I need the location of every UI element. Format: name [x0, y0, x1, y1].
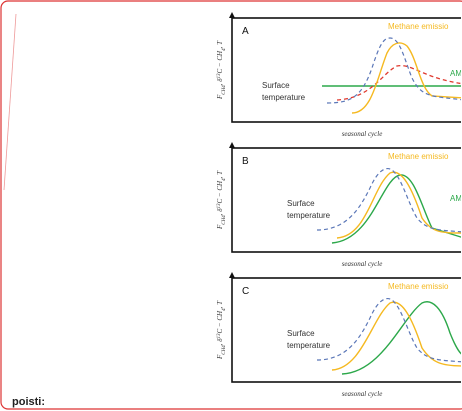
y-axis-label-part: C − CH: [216, 180, 224, 204]
green-label: AM: [450, 69, 462, 78]
methane-curve: [331, 301, 461, 371]
y-arrow: [229, 272, 235, 278]
y-axis-label-part: CH4: [222, 215, 227, 225]
y-axis-label-part: C − CH: [216, 310, 224, 334]
y-arrow: [229, 12, 235, 18]
green-label: AM: [450, 194, 462, 203]
panel-box: [231, 17, 461, 123]
y-axis-label: FCH4, δ13C − CH4, T: [216, 300, 227, 360]
red-curve: [336, 64, 461, 101]
panel-letter: B: [242, 156, 249, 167]
y-axis-label-part: 4: [222, 48, 227, 51]
methane-curve: [336, 171, 461, 239]
y-axis-label-part: 4: [222, 178, 227, 181]
temperature-curve: [316, 297, 461, 363]
footer: poisti:: [12, 396, 45, 408]
panel-letter: A: [242, 26, 249, 37]
surface-label: temperature: [262, 93, 306, 102]
y-axis-label-part: CH4: [222, 85, 227, 95]
temperature-curve: [326, 37, 461, 104]
panel-box: [231, 277, 461, 383]
y-axis-label-part: , δ: [216, 78, 224, 86]
methane-curve: [351, 42, 461, 114]
surface-label: temperature: [287, 211, 331, 220]
y-axis-label-part: 13: [217, 203, 222, 209]
y-axis-label-part: , δ: [216, 338, 224, 346]
x-axis-label: seasonal cycle: [342, 130, 383, 138]
surface-label: Surface: [287, 199, 315, 208]
x-axis-label: seasonal cycle: [342, 260, 383, 268]
y-axis-label: FCH4, δ13C − CH4, T: [216, 170, 227, 230]
divider: [3, 13, 17, 191]
surface-label: temperature: [287, 341, 331, 350]
y-axis-label-part: F: [216, 354, 224, 360]
y-axis-label-part: , T: [216, 300, 224, 309]
panel-box: [231, 147, 461, 253]
y-axis-label-part: , T: [216, 40, 224, 49]
panel-letter: C: [242, 286, 249, 297]
y-axis-label-part: , T: [216, 170, 224, 179]
panel: A Methane emissio AM Surface temperature seas…: [216, 12, 462, 138]
y-axis-label-part: F: [216, 224, 224, 230]
methane-label: Methane emissio: [388, 282, 449, 291]
y-axis-label-part: 4: [222, 308, 227, 311]
surface-label: Surface: [287, 329, 315, 338]
y-axis-label-part: C − CH: [216, 50, 224, 74]
y-axis-label-part: F: [216, 94, 224, 100]
x-axis-label: seasonal cycle: [342, 390, 383, 398]
panel: C Methane emissio Surface temperature season…: [216, 272, 461, 398]
green-curve: [341, 301, 461, 375]
methane-label: Methane emissio: [388, 22, 449, 31]
methane-label: Methane emissio: [388, 152, 449, 161]
figure: A Methane emissio AM Surface temperature seas…: [216, 12, 462, 398]
y-axis-label: FCH4, δ13C − CH4, T: [216, 40, 227, 100]
panel: B Methane emissio AM Surface temperature seas…: [216, 142, 462, 268]
y-axis-label-part: 13: [217, 333, 222, 339]
y-arrow: [229, 142, 235, 148]
y-axis-label-part: CH4: [222, 345, 227, 355]
y-axis-label-part: 13: [217, 73, 222, 79]
temperature-curve: [316, 167, 461, 233]
surface-label: Surface: [262, 81, 290, 90]
y-axis-label-part: , δ: [216, 208, 224, 216]
